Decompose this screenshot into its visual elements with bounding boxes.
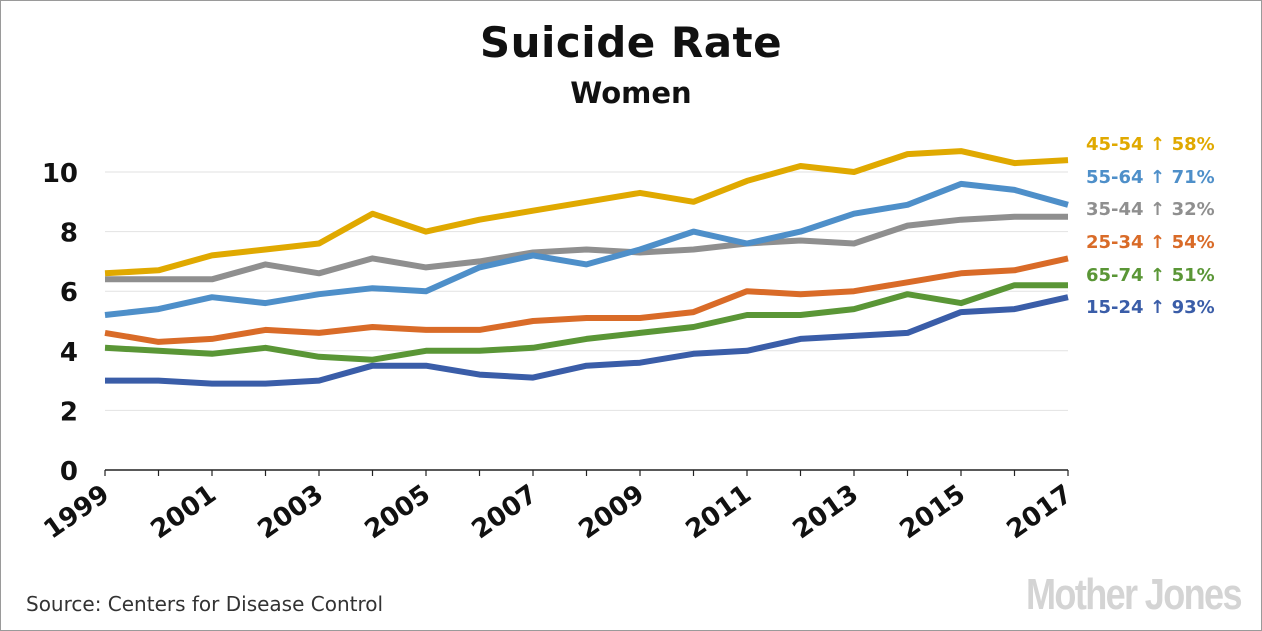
arrow-up-icon: ↑ <box>1150 134 1166 155</box>
legend-label: 15-24 <box>1086 297 1144 318</box>
source-note: Source: Centers for Disease Control <box>26 592 384 616</box>
x-tick-label: 1999 <box>39 479 115 545</box>
legend-item: 45-54 ↑ 58% <box>1086 134 1215 155</box>
series-line-15-24 <box>105 294 1069 387</box>
y-tick-label: 2 <box>60 397 78 427</box>
x-tick-label: 2013 <box>788 479 864 545</box>
arrow-up-icon: ↑ <box>1150 199 1166 220</box>
chart-title: Suicide Rate <box>479 18 783 67</box>
legend-label: 55-64 <box>1086 167 1144 188</box>
chart-subtitle: Women <box>570 76 692 110</box>
series-line-55-64 <box>104 180 1069 318</box>
x-tick-label: 2005 <box>360 479 436 545</box>
legend-label: 25-34 <box>1086 232 1144 253</box>
x-tick-label: 2015 <box>895 479 971 545</box>
x-tick-label: 2007 <box>467 479 543 545</box>
legend-change: 51% <box>1171 265 1215 286</box>
legend-item: 25-34 ↑ 54% <box>1086 232 1215 253</box>
x-tick-label: 2011 <box>681 479 757 545</box>
x-tick-label: 2009 <box>574 479 650 545</box>
arrow-up-icon: ↑ <box>1150 232 1166 253</box>
legend-change: 58% <box>1171 134 1215 155</box>
series-line-35-44 <box>105 213 1068 283</box>
x-tick-label: 2003 <box>253 479 329 545</box>
legend-change: 54% <box>1171 232 1215 253</box>
arrow-up-icon: ↑ <box>1150 297 1166 318</box>
mother-jones-logo: Mother Jones <box>1026 570 1243 619</box>
series-line-45-54 <box>104 148 1069 277</box>
legend-item: 65-74 ↑ 51% <box>1086 265 1215 286</box>
legend-item: 15-24 ↑ 93% <box>1086 297 1215 318</box>
series-line-25-34 <box>104 255 1069 345</box>
legend-label: 45-54 <box>1086 134 1144 155</box>
y-tick-label: 4 <box>60 338 78 368</box>
y-tick-label: 6 <box>60 278 78 308</box>
arrow-up-icon: ↑ <box>1150 167 1166 188</box>
legend-item: 55-64 ↑ 71% <box>1086 167 1215 188</box>
legend-item: 35-44 ↑ 32% <box>1086 199 1215 220</box>
legend-change: 93% <box>1171 297 1215 318</box>
x-tick-label: 2017 <box>1002 479 1078 545</box>
arrow-up-icon: ↑ <box>1150 265 1166 286</box>
y-tick-label: 10 <box>42 159 78 189</box>
x-tick-label: 2001 <box>146 479 222 545</box>
y-tick-label: 0 <box>60 457 78 487</box>
legend-change: 71% <box>1171 167 1215 188</box>
legend-change: 32% <box>1171 199 1215 220</box>
series-line-65-74 <box>104 282 1068 363</box>
y-tick-label: 8 <box>60 219 78 249</box>
legend-label: 65-74 <box>1086 265 1144 286</box>
legend-label: 35-44 <box>1086 199 1144 220</box>
